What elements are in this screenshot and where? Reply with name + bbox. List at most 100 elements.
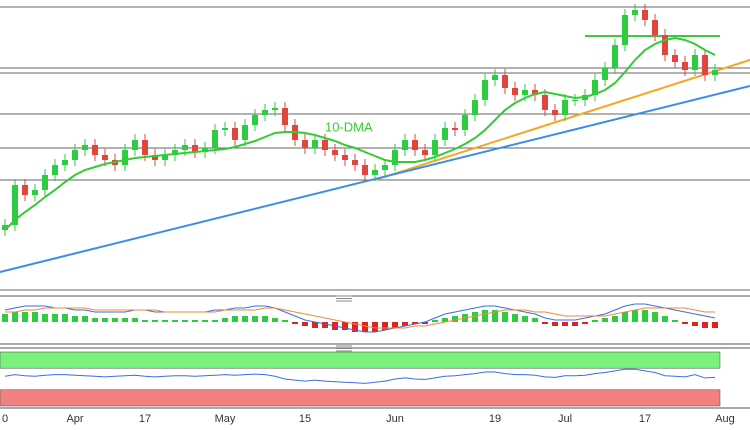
candle-body xyxy=(482,80,488,100)
candle-body xyxy=(192,145,198,152)
indicator-line xyxy=(5,307,715,329)
candle-body xyxy=(242,125,248,140)
candle-body xyxy=(282,108,288,125)
x-tick-label: Jul xyxy=(558,413,572,425)
histogram-bar xyxy=(72,316,78,322)
x-tick-label: 17 xyxy=(139,413,151,425)
histogram-bar xyxy=(42,314,48,322)
candle-body xyxy=(632,10,638,15)
candle-body xyxy=(472,100,478,115)
candle-body xyxy=(562,100,568,115)
candle-body xyxy=(82,145,88,150)
x-tick-label: Aug xyxy=(715,413,735,425)
candle-body xyxy=(262,110,268,115)
histogram-bar xyxy=(252,316,258,322)
histogram-bar xyxy=(652,312,658,322)
indicator-line xyxy=(4,368,716,384)
histogram-bar xyxy=(482,310,488,322)
histogram-bar xyxy=(572,322,578,326)
histogram-bar xyxy=(172,320,178,322)
candle-body xyxy=(432,140,438,155)
histogram-bar xyxy=(532,318,538,322)
candle-body xyxy=(452,128,458,130)
histogram-bar xyxy=(592,320,598,322)
histogram-bar xyxy=(542,322,548,324)
histogram-bar xyxy=(52,314,58,322)
candle-body xyxy=(602,68,608,80)
histogram-bar xyxy=(682,322,688,324)
candle-body xyxy=(542,95,548,110)
candle-body xyxy=(672,55,678,62)
histogram-bar xyxy=(402,322,408,326)
candle-body xyxy=(512,88,518,95)
x-tick-label: 0 xyxy=(2,413,8,425)
histogram-bar xyxy=(262,316,268,322)
candle-body xyxy=(502,75,508,88)
candle-body xyxy=(122,150,128,165)
candle-body xyxy=(522,90,528,95)
histogram-bar xyxy=(22,312,28,322)
histogram-bar xyxy=(362,322,368,332)
histogram-bar xyxy=(132,318,138,322)
candle-body xyxy=(302,140,308,148)
histogram-bar xyxy=(602,318,608,322)
candle-body xyxy=(142,140,148,155)
resize-handle[interactable] xyxy=(336,295,352,352)
candle-body xyxy=(442,128,448,140)
histogram-bar xyxy=(122,318,128,322)
candle-body xyxy=(682,62,688,70)
indicator-line xyxy=(4,303,716,333)
histogram-bar xyxy=(432,320,438,322)
histogram-bar xyxy=(12,312,18,322)
histogram-bar xyxy=(692,322,698,326)
histogram-bar xyxy=(382,322,388,330)
histogram-bar xyxy=(312,322,318,328)
candle-body xyxy=(212,130,218,148)
histogram-bar xyxy=(102,318,108,322)
histogram-bar xyxy=(702,322,708,328)
candle-body xyxy=(662,35,668,55)
x-tick-label: 19 xyxy=(489,413,501,425)
histogram-bar xyxy=(282,320,288,322)
candle-body xyxy=(592,80,598,95)
candle-body xyxy=(132,140,138,150)
candle-body xyxy=(72,150,78,160)
histogram-bar xyxy=(522,316,528,322)
histogram-bar xyxy=(452,316,458,322)
x-tick-label: 15 xyxy=(299,413,311,425)
x-tick-label: Jun xyxy=(386,413,404,425)
candle-body xyxy=(492,75,498,80)
histogram-bar xyxy=(212,320,218,322)
histogram-bar xyxy=(152,320,158,322)
candle-body xyxy=(222,128,228,130)
candle-body xyxy=(382,165,388,170)
histogram-bar xyxy=(322,322,328,328)
candle-body xyxy=(162,155,168,160)
candle-body xyxy=(332,150,338,155)
candle-body xyxy=(12,185,18,225)
series-label: 10-DMA xyxy=(325,119,373,134)
histogram-bar xyxy=(642,310,648,322)
histogram-bar xyxy=(372,322,378,332)
histogram-bar xyxy=(142,320,148,322)
candle-body xyxy=(42,175,48,190)
moving-average xyxy=(4,36,716,231)
candle-body xyxy=(422,150,428,155)
x-tick-label: Apr xyxy=(66,413,83,425)
candle-body xyxy=(32,190,38,195)
candle-body xyxy=(182,145,188,150)
candle-body xyxy=(322,140,328,150)
candle-body xyxy=(172,150,178,155)
histogram-bar xyxy=(442,318,448,322)
candle-body xyxy=(2,225,8,230)
zone xyxy=(0,389,721,407)
candle-body xyxy=(362,165,368,175)
histogram-bar xyxy=(712,322,718,328)
candle-body xyxy=(702,55,708,75)
histogram-bar xyxy=(472,312,478,322)
candle-body xyxy=(92,145,98,155)
x-tick-label: 17 xyxy=(639,413,651,425)
zone xyxy=(0,351,721,369)
histogram-bar xyxy=(632,310,638,322)
